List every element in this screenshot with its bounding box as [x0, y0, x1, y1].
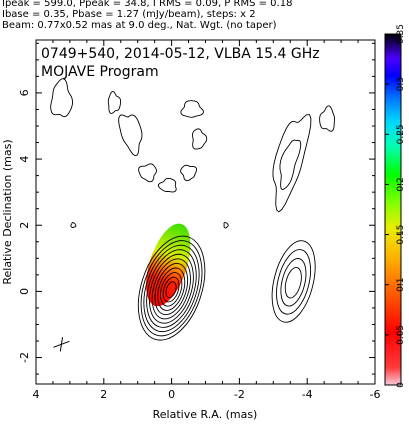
- colorbar-tick-label: 0.15: [396, 225, 406, 245]
- y-tick-label: -2: [18, 352, 31, 363]
- colorbar-tick-label: 0.35: [396, 24, 406, 44]
- header-line-1: Ipeak = 599.0, Ppeak = 34.8, I RMS = 0.0…: [2, 0, 293, 9]
- header-line-2: Ibase = 0.35, Pbase = 1.27 (mJy/beam), s…: [2, 9, 256, 20]
- colorbar-tick-label: 0: [396, 382, 406, 388]
- x-tick-label: -2: [234, 388, 245, 401]
- diffuse-contour: [157, 177, 177, 193]
- y-tick-label: 2: [18, 222, 31, 229]
- jet-knot-contour: [271, 240, 316, 323]
- diffuse-contour: [107, 91, 122, 114]
- core-contour: [146, 249, 197, 328]
- core-contour: [148, 253, 194, 324]
- core-contour: [154, 263, 189, 316]
- diffuse-contour: [70, 222, 77, 228]
- y-tick-label: 0: [18, 288, 31, 295]
- colorbar-ticks: 0 0.05 0.1 0.15 0.2 0.25 0.3 0.35: [385, 24, 406, 388]
- x-tick-label: -6: [370, 388, 381, 401]
- x-tick-label: 0: [168, 388, 175, 401]
- core-contour: [162, 276, 180, 303]
- diffuse-contour: [279, 139, 302, 191]
- data-layer: [50, 78, 335, 352]
- x-tick-label: -4: [302, 388, 313, 401]
- y-tick-label: 6: [18, 89, 31, 96]
- plot-frame: [35, 39, 376, 385]
- colorbar-tick-label: 0.3: [396, 77, 406, 91]
- diffuse-contour: [272, 114, 312, 213]
- panel-subtitle: MOJAVE Program: [41, 64, 159, 80]
- colorbar: [384, 33, 402, 386]
- diffuse-contour: [180, 164, 198, 182]
- diffuse-contour: [191, 128, 208, 150]
- jet-knot-contour: [276, 249, 312, 315]
- diffuse-contour: [50, 78, 74, 118]
- core-contour: [140, 240, 203, 337]
- core-contour: [160, 272, 183, 307]
- core-contour: [137, 235, 206, 341]
- x-axis-label: Relative R.A. (mas): [153, 408, 258, 421]
- colorbar-tick-label: 0.2: [396, 177, 406, 191]
- y-tick-label: 4: [18, 156, 31, 163]
- header-line-3: Beam: 0.77x0.52 mas at 9.0 deg., Nat. Wg…: [2, 20, 277, 31]
- y-axis-ticks: -2 0 2 4 6: [18, 42, 375, 375]
- diffuse-contour: [118, 114, 143, 157]
- core-contour: [151, 258, 191, 320]
- beam-minor-axis: [53, 340, 70, 348]
- jet-knot-contour: [284, 266, 302, 299]
- colorbar-tick-label: 0.05: [396, 325, 406, 345]
- jet-knot-contour: [280, 258, 307, 307]
- diffuse-contour: [319, 105, 335, 132]
- x-axis-ticks: 4 2 0 -2 -4 -6: [33, 40, 381, 401]
- diffuse-contour: [138, 163, 157, 183]
- colorbar-tick-label: 0.1: [396, 278, 406, 292]
- core-contour: [157, 267, 186, 311]
- diffuse-contour: [223, 222, 229, 229]
- colorbar-tick-label: 0.25: [396, 124, 406, 144]
- x-tick-label: 4: [33, 388, 40, 401]
- core-contour: [143, 244, 200, 333]
- core-contour: [165, 281, 177, 299]
- panel-title: 0749+540, 2014-05-12, VLBA 15.4 GHz: [41, 46, 320, 62]
- x-tick-label: 2: [100, 388, 107, 401]
- y-axis-label: Relative Declination (mas): [1, 139, 14, 284]
- diffuse-contour: [180, 100, 204, 118]
